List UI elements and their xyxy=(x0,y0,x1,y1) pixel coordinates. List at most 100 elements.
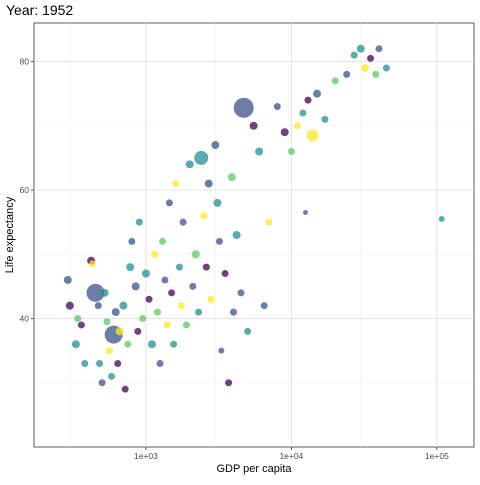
data-point xyxy=(100,288,109,297)
data-point xyxy=(230,308,238,316)
data-point xyxy=(124,340,132,348)
data-point xyxy=(207,295,215,303)
data-point xyxy=(218,347,225,354)
data-point xyxy=(225,379,233,387)
data-point xyxy=(195,308,203,316)
data-point xyxy=(185,160,194,169)
data-point xyxy=(168,289,176,297)
y-tick-label: 60 xyxy=(20,185,30,195)
data-point xyxy=(356,44,365,53)
data-point xyxy=(182,321,190,329)
data-point xyxy=(211,141,220,150)
x-axis-title: GDP per capita xyxy=(216,463,292,475)
data-points xyxy=(63,44,445,393)
data-point xyxy=(304,96,312,104)
data-point xyxy=(438,215,445,222)
data-point xyxy=(200,212,208,220)
data-point xyxy=(372,70,380,78)
data-point xyxy=(189,282,197,290)
data-point xyxy=(172,180,180,188)
data-point xyxy=(299,109,307,117)
data-point xyxy=(65,301,74,310)
data-point xyxy=(77,321,85,329)
data-point xyxy=(306,129,319,142)
data-point xyxy=(139,315,147,323)
data-point xyxy=(165,199,173,207)
data-point xyxy=(177,302,185,310)
data-point xyxy=(293,122,301,130)
data-point xyxy=(63,275,72,284)
data-point xyxy=(367,54,375,62)
x-axis-ticks: 1e+03 1e+04 1e+05 xyxy=(134,447,449,461)
data-point xyxy=(175,263,183,271)
data-point xyxy=(119,301,128,310)
data-point xyxy=(105,347,113,355)
data-point xyxy=(134,327,142,335)
data-point xyxy=(343,70,351,78)
data-point xyxy=(191,250,200,259)
data-point xyxy=(111,308,120,317)
data-point xyxy=(89,260,97,268)
data-point xyxy=(131,282,140,291)
data-point xyxy=(249,121,258,130)
data-point xyxy=(161,276,169,284)
data-point xyxy=(74,315,82,323)
data-point xyxy=(232,231,241,239)
x-tick-label: 1e+03 xyxy=(134,451,158,461)
y-axis-title: Life expectancy xyxy=(4,196,16,273)
data-point xyxy=(115,327,124,336)
data-point xyxy=(121,385,129,393)
data-point xyxy=(128,237,136,245)
y-tick-label: 80 xyxy=(20,57,30,67)
data-point xyxy=(303,210,309,216)
data-point xyxy=(331,77,339,85)
data-point xyxy=(96,359,104,367)
data-point xyxy=(265,218,273,226)
data-point xyxy=(147,340,156,349)
data-point xyxy=(135,218,143,226)
data-point xyxy=(287,147,295,155)
data-point xyxy=(81,359,89,367)
data-point xyxy=(273,103,281,111)
data-point xyxy=(350,51,358,59)
data-point xyxy=(194,150,209,165)
data-point xyxy=(360,63,369,72)
data-point xyxy=(86,283,105,302)
data-point xyxy=(103,318,111,326)
data-point xyxy=(202,263,210,271)
data-point xyxy=(141,269,150,278)
data-point xyxy=(71,340,80,349)
data-point xyxy=(260,302,268,310)
data-point xyxy=(156,359,164,367)
data-point xyxy=(163,321,171,329)
plot-panel xyxy=(33,22,475,448)
data-point xyxy=(145,295,153,303)
data-point xyxy=(126,263,135,272)
x-tick-label: 1e+05 xyxy=(425,451,449,461)
data-point xyxy=(153,308,161,316)
y-axis-ticks: 40 60 80 xyxy=(20,57,34,324)
data-point xyxy=(151,250,159,258)
data-point xyxy=(108,372,116,380)
data-point xyxy=(255,147,264,156)
data-point xyxy=(179,218,187,226)
data-point xyxy=(221,270,229,278)
chart-title: Year: 1952 xyxy=(6,2,73,18)
data-point xyxy=(280,128,289,137)
data-point xyxy=(94,302,102,310)
y-tick-label: 40 xyxy=(20,314,30,324)
data-point xyxy=(215,237,223,245)
x-tick-label: 1e+04 xyxy=(279,451,303,461)
data-point xyxy=(382,64,390,72)
data-point xyxy=(213,198,222,207)
data-point xyxy=(375,45,383,53)
data-point xyxy=(237,289,245,297)
data-point xyxy=(227,173,236,182)
data-point xyxy=(321,115,329,123)
data-point xyxy=(244,327,252,335)
data-point xyxy=(313,89,322,98)
data-point xyxy=(170,340,178,348)
data-point xyxy=(159,237,167,245)
